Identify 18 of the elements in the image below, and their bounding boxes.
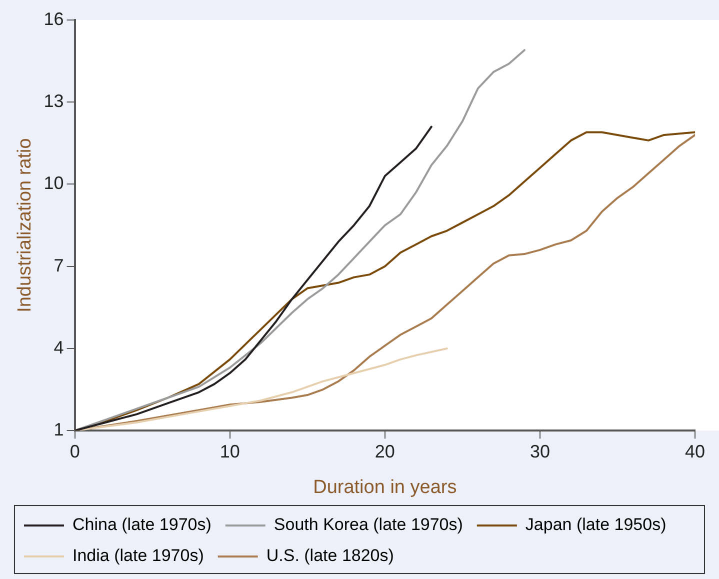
legend-label: South Korea (late 1970s) xyxy=(274,515,463,534)
legend-label: Japan (late 1950s) xyxy=(525,515,666,534)
y-tick-label: 13 xyxy=(44,91,64,112)
legend-label: India (late 1970s) xyxy=(72,546,204,566)
y-axis-title: Industrialization ratio xyxy=(14,138,36,312)
x-tick-label: 0 xyxy=(70,441,80,462)
y-tick-label: 1 xyxy=(54,420,64,440)
x-axis-title: Duration in years xyxy=(313,476,457,498)
x-tick-label: 10 xyxy=(220,441,240,462)
y-tick-label: 16 xyxy=(44,8,64,29)
x-tick-label: 20 xyxy=(374,441,395,462)
legend-label: China (late 1970s) xyxy=(72,515,212,534)
y-tick-label: 10 xyxy=(44,173,64,194)
y-tick-label: 4 xyxy=(54,337,64,358)
x-tick-label: 30 xyxy=(530,441,550,462)
y-tick-label: 7 xyxy=(54,255,64,276)
x-tick-label: 40 xyxy=(684,441,706,462)
legend-label: U.S. (late 1820s) xyxy=(266,546,394,566)
